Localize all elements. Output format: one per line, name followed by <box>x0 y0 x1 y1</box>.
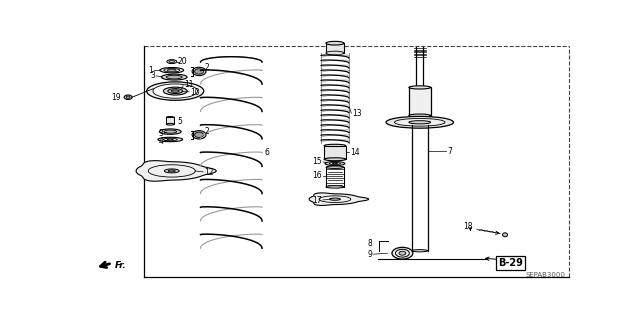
Ellipse shape <box>126 96 130 98</box>
Polygon shape <box>309 193 369 205</box>
Ellipse shape <box>167 139 173 140</box>
Ellipse shape <box>166 116 174 118</box>
Polygon shape <box>136 161 216 181</box>
Bar <box>324 146 346 159</box>
Ellipse shape <box>399 251 406 255</box>
Text: 14: 14 <box>350 148 360 157</box>
Ellipse shape <box>326 41 344 45</box>
Text: 15: 15 <box>312 157 322 166</box>
Ellipse shape <box>167 60 177 63</box>
Ellipse shape <box>192 131 206 139</box>
Text: 1: 1 <box>148 66 154 75</box>
Text: 11: 11 <box>184 80 194 89</box>
Ellipse shape <box>412 250 428 252</box>
Ellipse shape <box>386 116 454 128</box>
Text: 2: 2 <box>205 63 210 72</box>
Text: 4: 4 <box>159 137 163 146</box>
Ellipse shape <box>167 69 176 71</box>
Ellipse shape <box>168 89 182 93</box>
Ellipse shape <box>168 170 175 172</box>
Ellipse shape <box>409 86 431 89</box>
Bar <box>326 43 344 53</box>
Ellipse shape <box>330 162 340 165</box>
Text: 20: 20 <box>178 57 188 66</box>
Ellipse shape <box>164 169 179 173</box>
Ellipse shape <box>164 69 180 72</box>
Text: 19: 19 <box>111 93 121 102</box>
Bar <box>166 117 174 124</box>
Ellipse shape <box>166 123 174 125</box>
Ellipse shape <box>326 186 344 188</box>
Text: 18: 18 <box>463 222 473 231</box>
Ellipse shape <box>409 121 431 124</box>
Ellipse shape <box>392 247 413 259</box>
Text: 17: 17 <box>312 196 322 205</box>
Ellipse shape <box>161 74 187 80</box>
Ellipse shape <box>163 87 187 95</box>
Text: Fr.: Fr. <box>115 261 127 270</box>
Text: 3: 3 <box>159 129 163 138</box>
Ellipse shape <box>124 95 132 100</box>
Ellipse shape <box>195 69 204 74</box>
Text: 3: 3 <box>150 71 156 80</box>
Ellipse shape <box>169 61 175 63</box>
Ellipse shape <box>195 132 204 137</box>
Ellipse shape <box>396 249 410 257</box>
Ellipse shape <box>330 198 340 200</box>
Ellipse shape <box>158 137 182 142</box>
Ellipse shape <box>502 233 508 237</box>
Ellipse shape <box>394 118 445 126</box>
Text: 9: 9 <box>368 250 372 259</box>
Ellipse shape <box>326 51 344 55</box>
Text: 2: 2 <box>205 127 210 136</box>
Ellipse shape <box>164 130 177 133</box>
Text: B-29: B-29 <box>498 258 523 268</box>
Text: 6: 6 <box>264 148 269 157</box>
Text: 8: 8 <box>368 239 372 249</box>
Ellipse shape <box>163 138 177 141</box>
Ellipse shape <box>326 166 344 168</box>
Ellipse shape <box>324 158 346 161</box>
Ellipse shape <box>159 129 181 134</box>
Bar <box>409 87 431 116</box>
Ellipse shape <box>324 144 346 147</box>
Text: 16: 16 <box>312 171 322 180</box>
Ellipse shape <box>192 67 206 76</box>
Text: 13: 13 <box>352 109 362 118</box>
Ellipse shape <box>325 162 345 166</box>
Ellipse shape <box>166 75 182 79</box>
Text: SEPAB3000: SEPAB3000 <box>525 271 565 278</box>
Text: 5: 5 <box>177 117 182 126</box>
Ellipse shape <box>409 114 431 117</box>
Text: 10: 10 <box>190 88 200 97</box>
Ellipse shape <box>153 84 198 98</box>
Ellipse shape <box>160 68 184 73</box>
Text: 7: 7 <box>447 147 452 156</box>
Text: 12: 12 <box>204 168 214 177</box>
Ellipse shape <box>172 90 179 92</box>
Ellipse shape <box>332 163 337 164</box>
Ellipse shape <box>147 82 204 100</box>
